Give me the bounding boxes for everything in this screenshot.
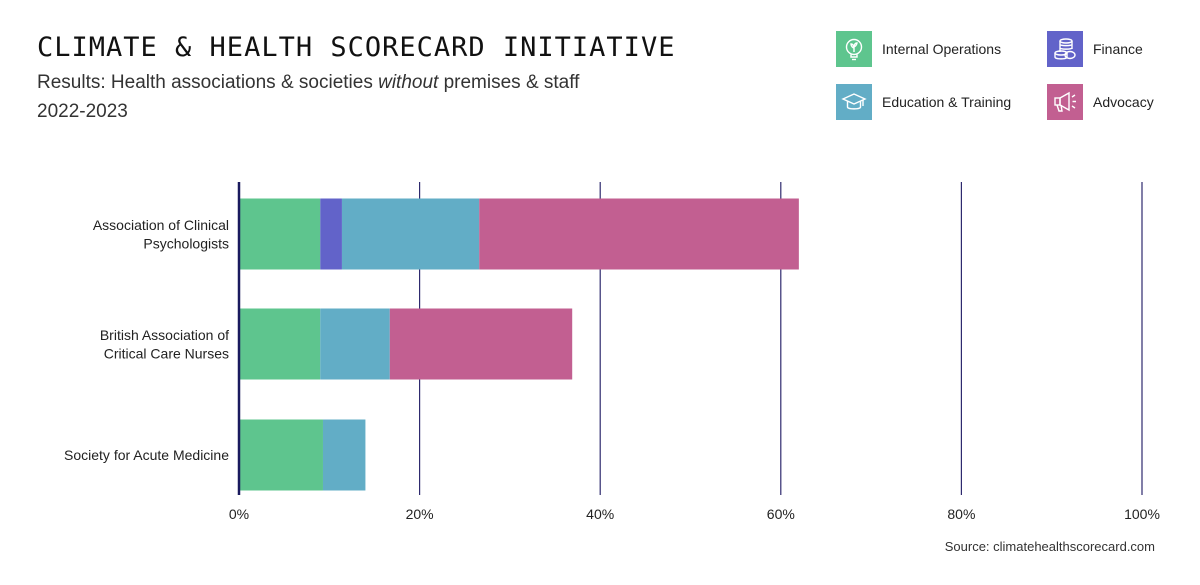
legend-label: Internal Operations [882, 41, 1002, 57]
category-label: British Association of [100, 327, 229, 343]
lightbulb-leaf-icon [836, 31, 872, 67]
megaphone-icon [1047, 84, 1083, 120]
bar-internal-operations-1 [239, 198, 321, 270]
bar-internal-operations-2 [239, 308, 321, 380]
source-note: Source: climatehealthscorecard.com [944, 539, 1155, 554]
category-label: Association of Clinical [93, 217, 229, 233]
chart-period: 2022-2023 [37, 101, 128, 122]
subtitle-suffix: premises & staff [438, 72, 580, 93]
legend-item-education-training: Education & Training [836, 84, 1011, 120]
x-tick-label: 40% [586, 506, 614, 522]
legend-label: Finance [1093, 41, 1143, 57]
category-label: Psychologists [143, 235, 229, 251]
legend-label: Education & Training [882, 94, 1012, 110]
x-tick-label: 100% [1124, 506, 1160, 522]
bar-education-and-training-3 [322, 419, 366, 491]
bar-education-and-training-1 [341, 198, 480, 270]
bar-finance-1 [320, 198, 342, 270]
subtitle-prefix: Results: Health associations & societies [37, 72, 379, 93]
bar-internal-operations-3 [239, 419, 323, 491]
x-tick-label: 60% [767, 506, 795, 522]
bar-education-and-training-2 [320, 308, 390, 380]
chart-title: CLIMATE & HEALTH SCORECARD INITIATIVE [37, 32, 676, 63]
category-label: Critical Care Nurses [104, 345, 229, 361]
x-tick-label: 80% [947, 506, 975, 522]
x-tick-label: 0% [229, 506, 249, 522]
coin-stack-icon [1047, 31, 1083, 67]
legend-item-advocacy: Advocacy [1047, 84, 1154, 120]
category-label: Society for Acute Medicine [64, 447, 229, 463]
legend-label: Advocacy [1093, 94, 1154, 110]
bar-advocacy-1 [479, 198, 799, 270]
chart-subtitle: Results: Health associations & societies… [37, 72, 579, 94]
graduation-cap-icon [836, 84, 872, 120]
legend-item-internal-operations: Internal Operations [836, 31, 1001, 67]
subtitle-emphasis: without [378, 72, 439, 93]
x-tick-label: 20% [406, 506, 434, 522]
legend-item-finance: Finance [1047, 31, 1143, 67]
bar-advocacy-2 [389, 308, 573, 380]
